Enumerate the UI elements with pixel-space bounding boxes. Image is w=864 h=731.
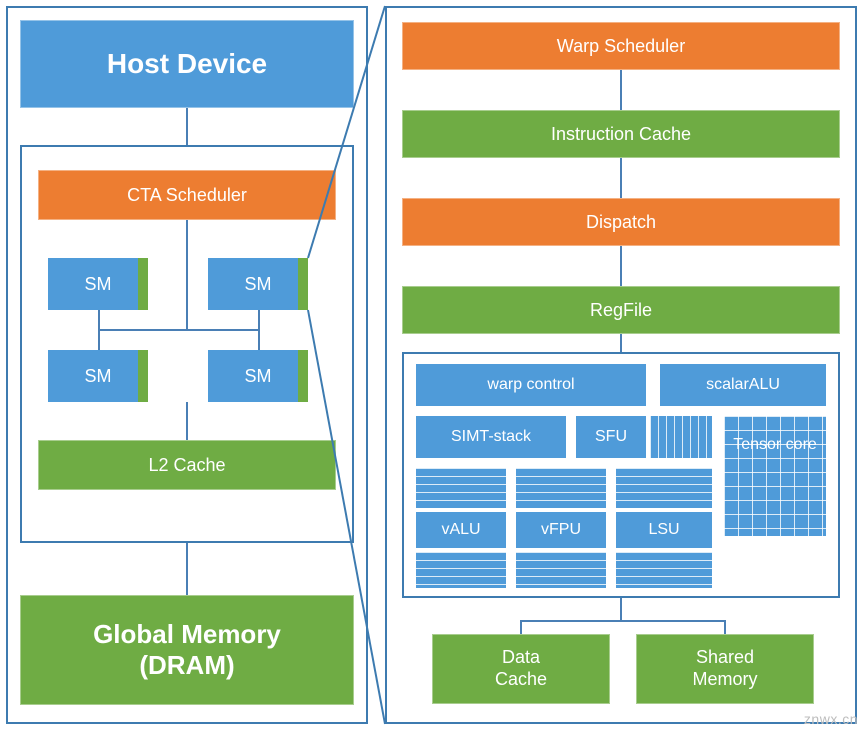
dispatch-label: Dispatch (586, 212, 656, 233)
warp-control-label: warp control (487, 376, 574, 394)
vfpu-label: vFPU (541, 521, 581, 539)
valu-lanes-bot (416, 552, 506, 588)
regfile-block: RegFile (402, 286, 840, 334)
simt-stack-label: SIMT-stack (451, 428, 531, 446)
connector-sm_v_right (258, 310, 260, 350)
tensor-core-label: Tensor core (733, 420, 817, 454)
global-memory-label-1: Global Memory (93, 619, 281, 650)
sm-block-0: SM (48, 258, 148, 310)
l2-cache-block: L2 Cache (38, 440, 336, 490)
lsu-lanes-top (616, 468, 712, 508)
watermark: znwx.cn (804, 711, 858, 727)
sm-stripe (138, 258, 148, 310)
valu-label: vALU (441, 521, 480, 539)
sfu-label: SFU (595, 428, 627, 446)
connector-inner_to_gm (186, 543, 188, 595)
host-device-label: Host Device (107, 48, 267, 80)
sm-stripe (138, 350, 148, 402)
connector-ex_mem (620, 598, 622, 620)
sm-label: SM (85, 274, 112, 295)
data-cache-label-2: Cache (495, 669, 547, 691)
connector-host_to_inner (186, 108, 188, 145)
simt-stack-block: SIMT-stack (416, 416, 566, 458)
data-cache-label-1: Data (495, 647, 547, 669)
data-cache-block: Data Cache (432, 634, 610, 704)
host-device-block: Host Device (20, 20, 354, 108)
connector-cta_to_cross (186, 220, 188, 330)
connector-cross_to_l2 (186, 402, 188, 440)
warp-scheduler-label: Warp Scheduler (557, 36, 685, 57)
shared-memory-label-1: Shared (692, 647, 757, 669)
sm-label: SM (245, 366, 272, 387)
warp-scheduler-block: Warp Scheduler (402, 22, 840, 70)
sfu-block: SFU (576, 416, 646, 458)
valu-lanes-top (416, 468, 506, 508)
global-memory-block: Global Memory (DRAM) (20, 595, 354, 705)
warp-control-block: warp control (416, 364, 646, 406)
sm-block-3: SM (208, 350, 308, 402)
vfpu-lanes-bot (516, 552, 606, 588)
instruction-cache-label: Instruction Cache (551, 124, 691, 145)
lsu-label: LSU (648, 521, 679, 539)
connector-ic_dp (620, 158, 622, 198)
shared-memory-label-2: Memory (692, 669, 757, 691)
instruction-cache-block: Instruction Cache (402, 110, 840, 158)
valu-block: vALU (416, 512, 506, 548)
dispatch-block: Dispatch (402, 198, 840, 246)
connector-mem_vl (520, 620, 522, 634)
connector-mem_vr (724, 620, 726, 634)
connector-mem_h (520, 620, 724, 622)
shared-memory-block: Shared Memory (636, 634, 814, 704)
lsu-block: LSU (616, 512, 712, 548)
sm-stripe (298, 258, 308, 310)
cta-scheduler-block: CTA Scheduler (38, 170, 336, 220)
lsu-lanes-bot (616, 552, 712, 588)
l2-cache-label: L2 Cache (148, 455, 225, 476)
cta-scheduler-label: CTA Scheduler (127, 185, 247, 206)
sm-label: SM (85, 366, 112, 387)
sm-block-1: SM (208, 258, 308, 310)
global-memory-label-2: (DRAM) (93, 650, 281, 681)
sm-stripe (298, 350, 308, 402)
tensor-core-block: Tensor core (724, 416, 826, 536)
sm-block-2: SM (48, 350, 148, 402)
connector-ws_ic (620, 70, 622, 110)
connector-rf_ex (620, 334, 622, 352)
connector-dp_rf (620, 246, 622, 286)
connector-sm_v_left (98, 310, 100, 350)
regfile-label: RegFile (590, 300, 652, 321)
vfpu-block: vFPU (516, 512, 606, 548)
vfpu-lanes-top (516, 468, 606, 508)
connector-sm_h_top (98, 329, 258, 331)
scalar-alu-block: scalarALU (660, 364, 826, 406)
scalar-alu-label: scalarALU (706, 376, 780, 394)
sfu-lanes-block (650, 416, 712, 458)
sm-label: SM (245, 274, 272, 295)
